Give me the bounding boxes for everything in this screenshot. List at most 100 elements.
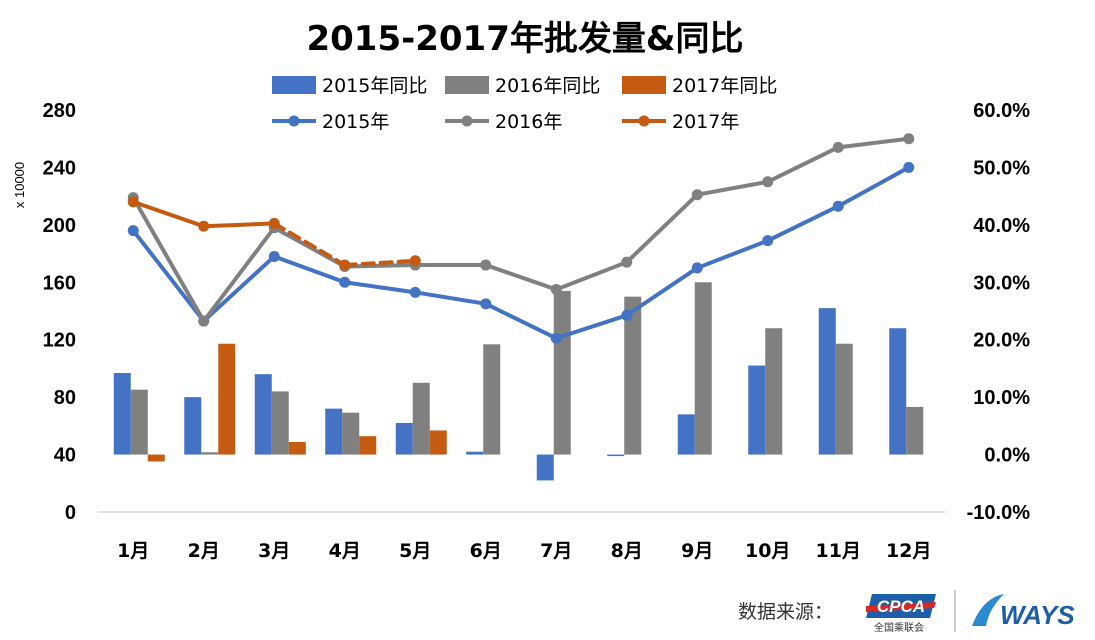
series-point bbox=[409, 286, 421, 298]
x-tick-label: 6月 bbox=[470, 540, 502, 562]
series-line-segment bbox=[131, 199, 206, 229]
series-line-segment bbox=[413, 290, 488, 306]
series-line-segment bbox=[342, 280, 418, 295]
x-tick-label: 4月 bbox=[329, 540, 361, 562]
bar bbox=[694, 282, 712, 455]
bar bbox=[271, 391, 289, 455]
series-line-segment bbox=[483, 301, 559, 341]
series-point bbox=[409, 255, 421, 267]
y-right-tick-label: 20.0% bbox=[973, 330, 1030, 352]
series-line-segment bbox=[272, 254, 347, 285]
legend-label: 2017年同比 bbox=[672, 75, 777, 97]
bar bbox=[748, 365, 766, 455]
x-tick-label: 12月 bbox=[886, 540, 931, 562]
series-line-segment bbox=[624, 265, 700, 318]
series-point bbox=[127, 225, 139, 237]
series-point bbox=[762, 176, 774, 188]
bar bbox=[765, 328, 783, 455]
series-line-segment bbox=[624, 192, 700, 265]
bar bbox=[201, 452, 219, 455]
legend-label: 2017年 bbox=[672, 111, 739, 133]
bar bbox=[536, 454, 554, 481]
legend-label: 2016年 bbox=[495, 111, 562, 133]
series-point bbox=[198, 220, 210, 232]
bar bbox=[254, 374, 272, 455]
series-point bbox=[691, 189, 703, 201]
y-left-tick-label: 120 bbox=[43, 330, 76, 352]
bar bbox=[184, 397, 202, 455]
series-point bbox=[691, 262, 703, 274]
bar bbox=[395, 422, 413, 455]
bar bbox=[325, 408, 343, 455]
series-line-segment bbox=[765, 145, 841, 184]
source-label: 数据来源： bbox=[738, 601, 833, 623]
bar bbox=[429, 430, 447, 455]
bar bbox=[412, 382, 430, 455]
legend-swatch bbox=[445, 76, 489, 94]
x-tick-label: 1月 bbox=[117, 540, 149, 562]
x-tick-label: 10月 bbox=[745, 540, 790, 562]
series-line-segment bbox=[695, 179, 770, 197]
series-point bbox=[268, 250, 280, 262]
bar bbox=[835, 343, 853, 455]
legend-marker bbox=[288, 115, 300, 127]
series-point bbox=[832, 141, 844, 153]
bar bbox=[818, 308, 836, 455]
series-point bbox=[480, 259, 492, 271]
series-line-segment bbox=[272, 225, 347, 269]
x-tick-label: 9月 bbox=[681, 540, 713, 562]
bar bbox=[359, 436, 377, 455]
chart-title: 2015-2017年批发量&同比 bbox=[306, 19, 743, 59]
series-point bbox=[621, 309, 633, 321]
bar bbox=[466, 451, 484, 455]
x-tick-label: 5月 bbox=[399, 540, 431, 562]
y-right-tick-label: 0.0% bbox=[984, 445, 1030, 467]
ways-logo-text: WAYS bbox=[1000, 600, 1075, 630]
x-tick-label: 2月 bbox=[188, 540, 220, 562]
cpca-logo: CPCA 全国乘联会 bbox=[866, 594, 936, 634]
source-footer: 数据来源： CPCA 全国乘联会 WAYS bbox=[738, 590, 1075, 634]
legend-marker bbox=[461, 115, 473, 127]
x-tick-label: 11月 bbox=[816, 540, 861, 562]
series-line-segment bbox=[342, 258, 418, 268]
series-point bbox=[832, 200, 844, 212]
y-left-unit: x 10000 bbox=[12, 162, 27, 208]
legend-marker bbox=[638, 115, 650, 127]
bar bbox=[553, 290, 571, 455]
y-left-tick-label: 280 bbox=[43, 100, 76, 122]
series-line-segment bbox=[836, 136, 911, 150]
ways-swoosh-icon bbox=[972, 594, 1004, 626]
series-point bbox=[480, 298, 492, 310]
series-line-segment bbox=[272, 221, 347, 268]
series-line-segment bbox=[695, 238, 770, 270]
x-tick-label: 8月 bbox=[611, 540, 643, 562]
x-tick-label: 3月 bbox=[258, 540, 290, 562]
bar bbox=[218, 343, 236, 455]
y-left-tick-label: 40 bbox=[54, 445, 76, 467]
bar bbox=[889, 328, 907, 455]
series-point bbox=[268, 217, 280, 229]
series-line-segment bbox=[131, 228, 206, 324]
y-right-axis: 60.0% 50.0% 40.0% 30.0% 20.0% 10.0% 0.0% -10.0% bbox=[967, 100, 1031, 524]
bar bbox=[113, 373, 131, 455]
line-series bbox=[127, 133, 915, 344]
y-left-tick-label: 160 bbox=[43, 272, 76, 294]
bar bbox=[147, 454, 165, 462]
y-left-tick-label: 200 bbox=[43, 215, 76, 237]
bar bbox=[607, 454, 625, 457]
series-point bbox=[198, 315, 210, 327]
series-point bbox=[127, 196, 139, 208]
x-tick-label: 7月 bbox=[540, 540, 572, 562]
legend: 2015年同比 2016年同比 2017年同比 2015年 2016年 2017年 bbox=[272, 75, 777, 133]
series-line-segment bbox=[201, 254, 277, 324]
legend-label: 2015年同比 bbox=[322, 75, 427, 97]
series-line-segment bbox=[836, 165, 911, 209]
series-point bbox=[550, 332, 562, 344]
bar bbox=[342, 412, 360, 455]
bar-series bbox=[113, 282, 924, 481]
legend-swatch bbox=[272, 76, 316, 94]
series-point bbox=[339, 276, 351, 288]
y-right-tick-label: -10.0% bbox=[967, 502, 1031, 524]
legend-label: 2015年 bbox=[322, 111, 389, 133]
